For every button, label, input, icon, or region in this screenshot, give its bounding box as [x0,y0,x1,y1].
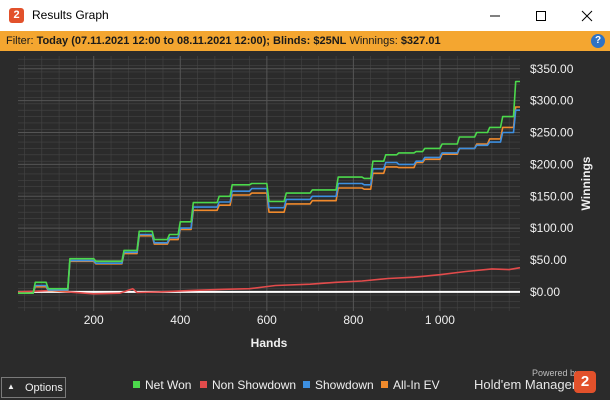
brand-name: Hold'em Manager [474,377,577,392]
series-line-net-won [18,80,520,294]
x-tick-label: 600 [257,313,277,327]
options-label: Options [25,382,63,394]
legend-label: Showdown [315,378,374,392]
filter-blinds-value: $25NL [313,35,347,47]
bottom-bar [0,376,610,400]
filter-summary: Filter: Today (07.11.2021 12:00 to 08.11… [6,35,441,47]
legend-swatch [200,381,207,388]
title-bar[interactable]: 2 Results Graph [0,0,610,31]
options-button[interactable]: ▲ Options [1,377,66,398]
maximize-icon [536,11,546,21]
y-tick-label: $100.00 [530,221,574,235]
y-tick-label: $50.00 [530,253,567,267]
x-tick-label: 800 [343,313,363,327]
x-tick-label: 400 [170,313,190,327]
series-line-non-showdown [17,266,521,295]
powered-by-text: Powered by [532,368,580,378]
maximize-button[interactable] [518,0,564,31]
x-tick-label: 200 [84,313,104,327]
plot-background [0,51,610,376]
y-tick-label: $200.00 [530,157,574,171]
filter-prefix: Filter: [6,35,34,47]
filter-winnings-label: Winnings: [349,35,398,47]
minimize-button[interactable] [472,0,518,31]
y-tick-label: $250.00 [530,126,574,140]
legend-swatch [381,381,388,388]
y-axis-title: Winnings [579,156,593,210]
y-tick-label: $0.00 [530,285,560,299]
filter-blinds-label: Blinds: [273,35,311,47]
caret-up-icon: ▲ [7,382,15,391]
help-icon[interactable]: ? [591,34,605,48]
x-axis-title: Hands [251,336,288,350]
filter-period: Today (07.11.2021 12:00 to 08.11.2021 12… [36,35,270,47]
app-logo-icon: 2 [9,8,24,23]
results-line-chart: 200 400 600 800 1 000 $0.00 $50.00 $100.00 $150.… [0,51,610,376]
filter-winnings-value: $327.01 [400,35,441,47]
y-tick-label: $350.00 [530,62,574,76]
y-tick-label: $150.00 [530,189,574,203]
holdem-manager-logo: 2 [574,371,596,393]
filter-bar: Filter: Today (07.11.2021 12:00 to 08.11… [0,31,610,51]
legend-label: Net Won [145,378,192,392]
close-icon [581,10,593,22]
legend-label: Non Showdown [212,378,297,392]
x-tick-label: 1 000 [425,313,455,327]
window-title: Results Graph [32,8,109,22]
minimize-icon [490,15,500,17]
y-tick-label: $300.00 [530,94,574,108]
legend-label: All-In EV [393,378,440,392]
legend-swatch [133,381,140,388]
close-button[interactable] [564,0,610,31]
legend-swatch [303,381,310,388]
